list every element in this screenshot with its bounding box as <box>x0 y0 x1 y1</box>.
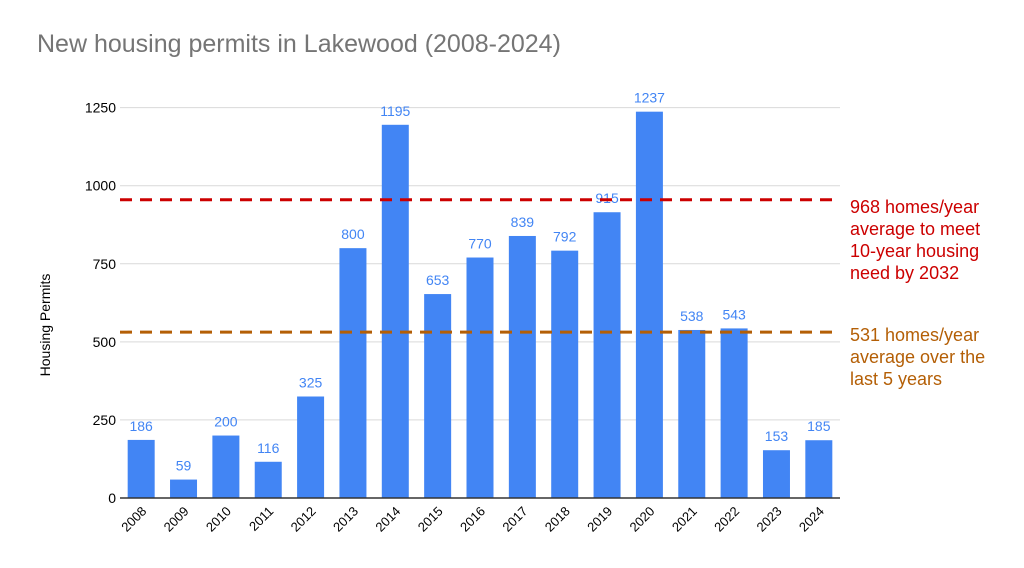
y-tick-label: 1000 <box>85 178 116 194</box>
x-tick-label: 2016 <box>457 504 488 535</box>
bar <box>297 396 325 498</box>
bar <box>762 450 790 498</box>
data-label: 839 <box>511 214 535 230</box>
bar <box>720 328 748 498</box>
x-tick-label: 2013 <box>330 504 361 535</box>
y-tick-label: 250 <box>93 412 117 428</box>
x-tick-label: 2022 <box>711 504 742 535</box>
x-tick-label: 2018 <box>542 504 573 535</box>
bar <box>254 461 282 498</box>
reference-label-average: 531 homes/year average over the last 5 yea… <box>850 324 985 390</box>
data-label: 1237 <box>634 90 665 106</box>
x-tick-label: 2009 <box>161 504 192 535</box>
bar <box>170 479 198 498</box>
x-tick-label: 2010 <box>203 504 234 535</box>
x-tick-label: 2014 <box>372 504 403 535</box>
bar <box>127 439 155 498</box>
bars <box>127 111 833 499</box>
reference-label-line: 968 homes/year <box>850 197 980 217</box>
y-tick-label: 500 <box>93 334 117 350</box>
chart-title: New housing permits in Lakewood (2008-20… <box>37 30 561 58</box>
data-label: 325 <box>299 375 323 391</box>
data-labels: 186 59 200 116 325 800 1195 653 770 839 792 915 1237… <box>129 90 830 474</box>
reference-label-line: need by 2032 <box>850 263 960 283</box>
bar <box>551 250 579 498</box>
x-tick-label: 2019 <box>584 504 615 535</box>
y-tick-label: 750 <box>93 256 117 272</box>
data-label: 915 <box>595 190 619 206</box>
bar <box>212 435 240 498</box>
x-tick-label: 2023 <box>754 504 785 535</box>
reference-label-line: 10-year housing <box>850 241 980 261</box>
bar <box>466 257 494 498</box>
bar <box>424 294 452 498</box>
reference-label-line: 531 homes/year <box>850 325 980 345</box>
x-tick-label: 2017 <box>499 504 530 535</box>
y-axis-title: Housing Permits <box>37 274 53 377</box>
data-label: 1195 <box>380 103 410 119</box>
x-tick-label: 2011 <box>246 504 276 534</box>
x-tick-label: 2008 <box>118 504 149 535</box>
x-tick-label: 2015 <box>415 504 446 535</box>
data-label: 538 <box>680 308 704 324</box>
x-tick-label: 2012 <box>288 504 319 535</box>
data-label: 653 <box>426 272 450 288</box>
reference-label-line: average over the <box>850 347 986 367</box>
data-label: 116 <box>257 440 280 456</box>
data-label: 153 <box>765 428 789 444</box>
x-tick-label: 2020 <box>626 504 657 535</box>
bar <box>339 248 367 498</box>
reference-label-line: last 5 years <box>850 369 943 389</box>
reference-label-line: average to meet <box>850 219 981 239</box>
bar <box>635 111 663 498</box>
bar <box>381 124 409 499</box>
data-label: 800 <box>341 226 365 242</box>
data-label: 792 <box>553 229 577 245</box>
bar <box>593 212 621 498</box>
bar <box>678 329 706 498</box>
data-label: 770 <box>468 236 492 252</box>
bar <box>805 440 833 498</box>
y-tick-label: 0 <box>108 490 116 506</box>
data-label: 186 <box>129 418 153 434</box>
y-tick-label: 1250 <box>85 100 116 116</box>
bar <box>508 235 536 498</box>
x-tick-label: 2021 <box>669 504 700 535</box>
data-label: 543 <box>722 306 746 322</box>
data-label: 59 <box>176 458 192 474</box>
x-tick-label: 2024 <box>796 504 827 535</box>
reference-lines <box>120 198 840 334</box>
reference-label-need: 968 homes/year average to meet 10-year hou… <box>850 196 980 284</box>
data-label: 185 <box>807 418 831 434</box>
data-label: 200 <box>214 414 238 430</box>
